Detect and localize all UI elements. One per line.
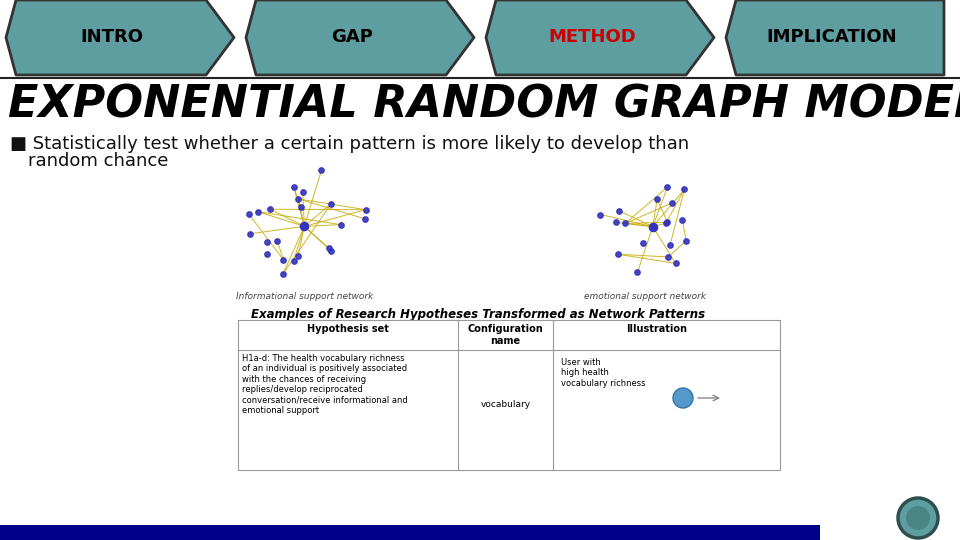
Point <box>242 210 257 219</box>
Point <box>660 183 675 191</box>
Point <box>679 237 694 245</box>
Text: vocabulary: vocabulary <box>480 400 531 409</box>
Point <box>662 240 678 249</box>
Point <box>609 218 624 227</box>
Point <box>333 220 348 229</box>
Text: INTRO: INTRO <box>81 29 143 46</box>
Point <box>617 219 633 228</box>
Point <box>357 214 372 223</box>
Text: Examples of Research Hypotheses Transformed as Network Patterns: Examples of Research Hypotheses Transfor… <box>251 308 705 321</box>
Polygon shape <box>486 0 714 75</box>
Point <box>650 195 665 204</box>
Circle shape <box>898 498 938 538</box>
Text: IMPLICATION: IMPLICATION <box>767 29 898 46</box>
Polygon shape <box>6 0 234 75</box>
Text: Hypothesis set: Hypothesis set <box>307 324 389 334</box>
Point <box>260 238 276 247</box>
Point <box>251 207 266 216</box>
Point <box>675 216 690 225</box>
Point <box>593 210 609 219</box>
Text: H1a-d: The health vocabulary richness
of an individual is positively associated
: H1a-d: The health vocabulary richness of… <box>242 354 408 415</box>
Point <box>286 183 301 192</box>
Point <box>660 218 675 227</box>
Point <box>276 269 291 278</box>
Point <box>630 268 645 276</box>
Point <box>658 219 673 228</box>
Circle shape <box>673 388 693 408</box>
Point <box>286 256 301 265</box>
Point <box>259 250 275 259</box>
Text: METHOD: METHOD <box>548 29 636 46</box>
Polygon shape <box>246 0 474 75</box>
Point <box>611 250 626 259</box>
Point <box>324 199 339 208</box>
Point <box>295 188 310 197</box>
Text: Illustration: Illustration <box>626 324 687 334</box>
Text: Configuration
name: Configuration name <box>468 324 543 346</box>
Point <box>321 244 336 252</box>
Point <box>635 239 650 248</box>
Text: GAP: GAP <box>331 29 372 46</box>
Circle shape <box>906 506 930 530</box>
Point <box>262 205 277 213</box>
Bar <box>0 525 820 540</box>
Text: EXPONENTIAL RANDOM GRAPH MODELS: EXPONENTIAL RANDOM GRAPH MODELS <box>8 84 960 127</box>
Point <box>677 185 692 194</box>
Point <box>297 222 312 231</box>
Point <box>314 166 329 174</box>
Point <box>324 247 339 255</box>
Point <box>290 252 305 260</box>
Polygon shape <box>726 0 944 75</box>
Point <box>270 237 285 245</box>
Point <box>645 222 660 231</box>
Text: ■ Statistically test whether a certain pattern is more likely to develop than: ■ Statistically test whether a certain p… <box>10 135 689 153</box>
Text: random chance: random chance <box>28 152 168 170</box>
Text: User with
high health
vocabulary richness: User with high health vocabulary richnes… <box>561 358 645 388</box>
Point <box>293 202 308 211</box>
Point <box>664 199 680 207</box>
Point <box>668 259 684 268</box>
Point <box>358 205 373 214</box>
Point <box>660 253 676 261</box>
Point <box>243 230 258 238</box>
Text: Informational support network: Informational support network <box>236 292 373 301</box>
Text: emotional support network: emotional support network <box>584 292 706 301</box>
Point <box>276 255 291 264</box>
Point <box>291 194 306 203</box>
Point <box>612 206 627 215</box>
